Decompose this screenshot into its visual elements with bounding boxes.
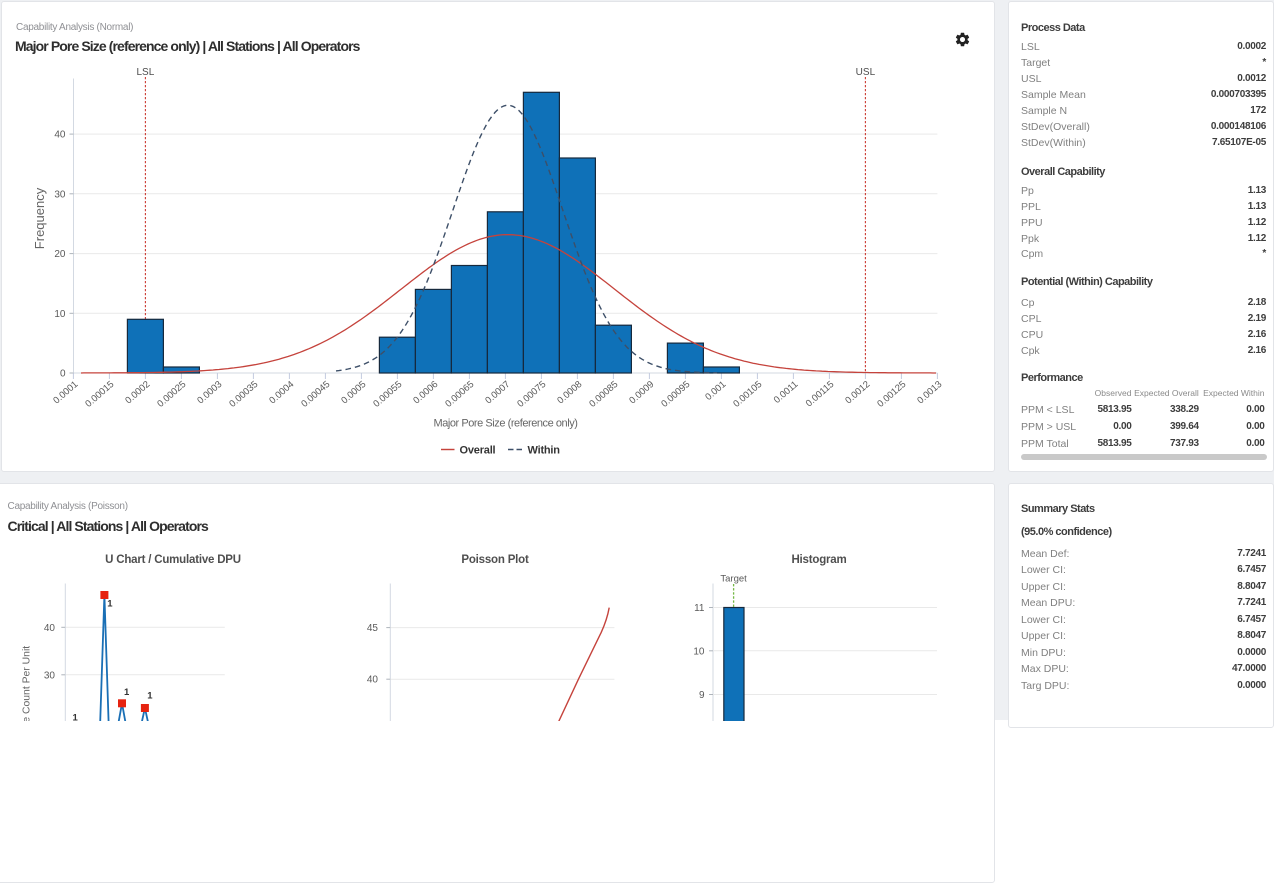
svg-text:0.0003: 0.0003 bbox=[195, 379, 224, 406]
svg-text:10: 10 bbox=[693, 646, 705, 657]
svg-text:20: 20 bbox=[54, 249, 66, 260]
svg-text:LSL: LSL bbox=[137, 67, 155, 78]
svg-text:0.0006: 0.0006 bbox=[411, 379, 440, 406]
svg-text:0.00025: 0.00025 bbox=[155, 379, 188, 410]
svg-text:40: 40 bbox=[54, 130, 66, 141]
svg-text:0: 0 bbox=[60, 369, 66, 380]
svg-text:1: 1 bbox=[124, 687, 130, 698]
svg-text:0.001: 0.001 bbox=[703, 379, 728, 403]
svg-text:1: 1 bbox=[73, 713, 79, 722]
svg-text:0.00035: 0.00035 bbox=[227, 379, 260, 410]
svg-text:10: 10 bbox=[54, 309, 66, 320]
svg-text:0.00065: 0.00065 bbox=[443, 379, 476, 410]
svg-text:Frequency: Frequency bbox=[32, 187, 47, 249]
svg-text:0.00015: 0.00015 bbox=[83, 379, 116, 410]
svg-text:30: 30 bbox=[54, 189, 66, 200]
svg-text:0.00125: 0.00125 bbox=[875, 379, 908, 410]
svg-text:0.0012: 0.0012 bbox=[843, 379, 872, 406]
svg-text:0.00115: 0.00115 bbox=[804, 379, 837, 409]
svg-text:0.0001: 0.0001 bbox=[51, 379, 80, 406]
svg-text:0.00075: 0.00075 bbox=[515, 379, 548, 410]
svg-text:0.00085: 0.00085 bbox=[587, 379, 620, 410]
svg-text:0.0009: 0.0009 bbox=[627, 379, 656, 406]
svg-text:USL: USL bbox=[856, 67, 876, 78]
svg-text:0.0013: 0.0013 bbox=[915, 379, 944, 406]
svg-text:Target: Target bbox=[720, 574, 747, 585]
svg-text:Major Pore Size (reference onl: Major Pore Size (reference only) bbox=[434, 418, 578, 430]
svg-text:0.00045: 0.00045 bbox=[299, 379, 332, 410]
svg-text:40: 40 bbox=[367, 675, 379, 686]
svg-text:45: 45 bbox=[367, 623, 379, 634]
svg-text:9: 9 bbox=[699, 690, 705, 701]
svg-text:0.0011: 0.0011 bbox=[772, 379, 801, 406]
svg-text:0.0005: 0.0005 bbox=[339, 379, 368, 406]
svg-text:0.00055: 0.00055 bbox=[371, 379, 404, 410]
svg-text:1: 1 bbox=[107, 599, 113, 610]
svg-text:0.00105: 0.00105 bbox=[731, 379, 764, 410]
svg-text:Sample Count Per Unit: Sample Count Per Unit bbox=[22, 646, 33, 721]
svg-text:11: 11 bbox=[694, 603, 705, 614]
svg-text:0.00095: 0.00095 bbox=[659, 379, 692, 410]
svg-text:0.0002: 0.0002 bbox=[123, 379, 152, 406]
svg-text:40: 40 bbox=[44, 623, 56, 634]
svg-text:Overall: Overall bbox=[460, 445, 496, 457]
svg-text:0.0004: 0.0004 bbox=[267, 379, 296, 406]
svg-text:1: 1 bbox=[147, 691, 153, 702]
svg-text:Within: Within bbox=[528, 445, 561, 457]
svg-text:0.0007: 0.0007 bbox=[483, 379, 512, 406]
svg-text:30: 30 bbox=[44, 670, 56, 681]
svg-text:0.0008: 0.0008 bbox=[555, 379, 584, 406]
